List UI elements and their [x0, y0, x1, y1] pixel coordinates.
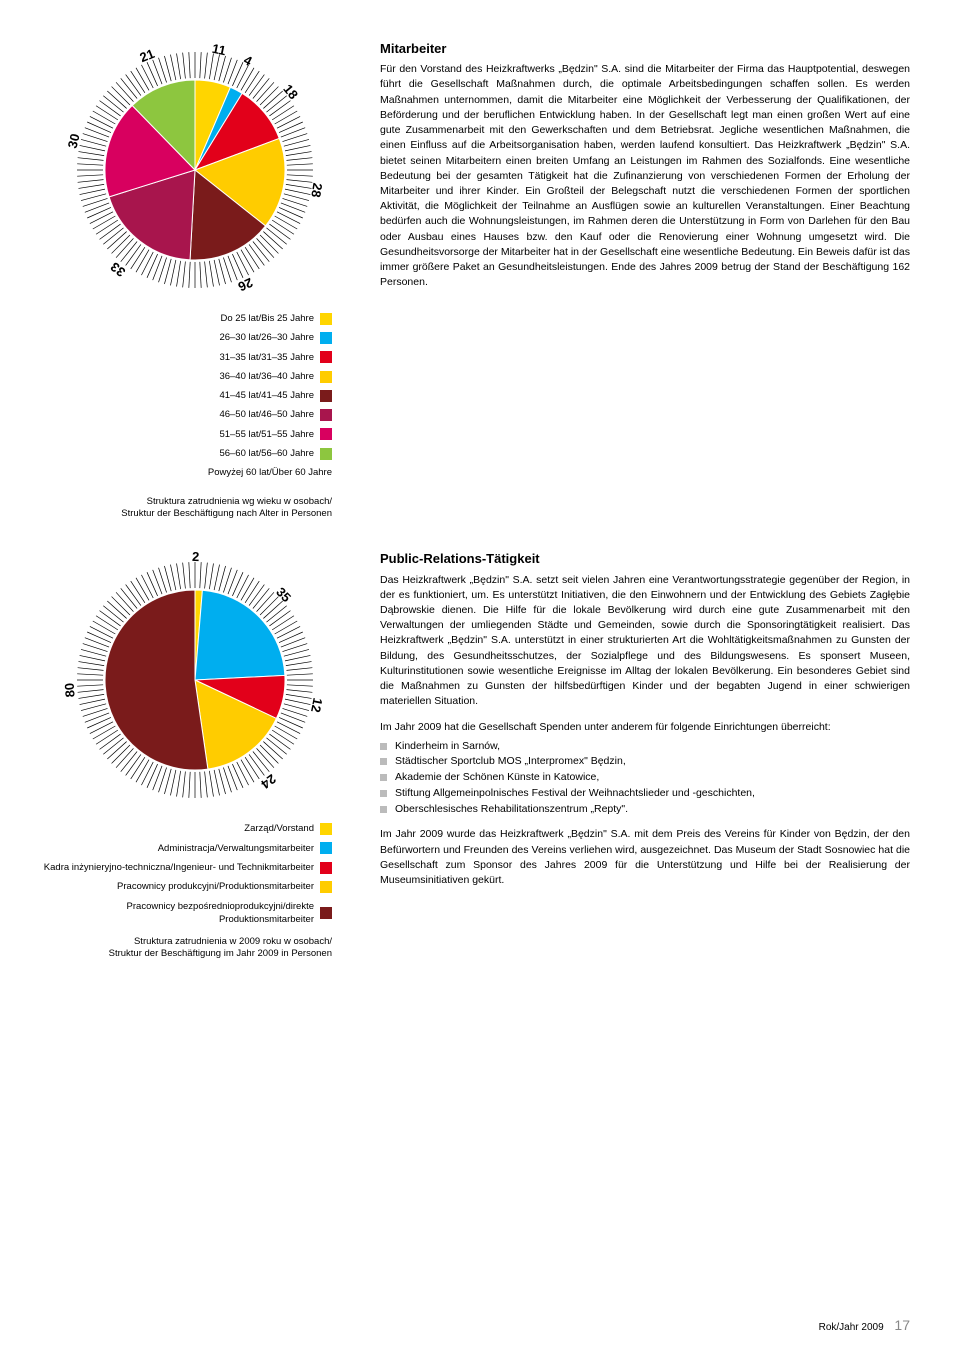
- role-pie-chart: 235122480: [65, 550, 325, 810]
- legend-item: 46–50 lat/46–50 Jahre: [40, 408, 332, 421]
- bullet-icon: [380, 758, 387, 765]
- pie-slice-value: 80: [61, 682, 80, 698]
- page-number: 17: [894, 1317, 910, 1333]
- role-chart-legend: Zarząd/Vorstand Administracja/Verwaltungs…: [40, 822, 350, 926]
- donation-item: Oberschlesisches Rehabilitationszentrum …: [380, 802, 910, 818]
- bullet-icon: [380, 774, 387, 781]
- legend-label: Pracownicy bezpośrednioprodukcyjni/direk…: [40, 900, 314, 927]
- donation-text: Oberschlesisches Rehabilitationszentrum …: [395, 802, 628, 818]
- footer-year: Rok/Jahr 2009: [819, 1322, 884, 1333]
- legend-swatch: [320, 881, 332, 893]
- mitarbeiter-heading: Mitarbeiter: [380, 40, 910, 58]
- legend-label: 26–30 lat/26–30 Jahre: [219, 331, 314, 344]
- age-chart-caption: Struktura zatrudnienia wg wieku w osobac…: [40, 496, 350, 521]
- legend-swatch: [320, 823, 332, 835]
- legend-item: 26–30 lat/26–30 Jahre: [40, 331, 332, 344]
- legend-item: Pracownicy produkcyjni/Produktionsmitarb…: [40, 880, 332, 893]
- role-chart-caption: Struktura zatrudnienia w 2009 roku w oso…: [40, 936, 350, 961]
- legend-item: Powyżej 60 lat/Über 60 Jahre: [40, 466, 332, 479]
- legend-label: Kadra inżynieryjno-techniczna/Ingenieur-…: [44, 861, 314, 874]
- mitarbeiter-body: Für den Vorstand des Heizkraftwerks „Będ…: [380, 62, 910, 290]
- donation-item: Akademie der Schönen Künste in Katowice,: [380, 770, 910, 786]
- legend-swatch: [320, 862, 332, 874]
- donation-item: Kinderheim in Sarnów,: [380, 739, 910, 755]
- legend-swatch: [320, 313, 332, 325]
- legend-item: Administracja/Verwaltungsmitarbeiter: [40, 842, 332, 855]
- legend-item: Pracownicy bezpośrednioprodukcyjni/direk…: [40, 900, 332, 927]
- pie-slice-value: 28: [307, 182, 327, 199]
- legend-label: 31–35 lat/31–35 Jahre: [219, 351, 314, 364]
- donation-text: Stiftung Allgemeinpolnisches Festival de…: [395, 786, 755, 802]
- legend-label: Zarząd/Vorstand: [244, 822, 314, 835]
- donations-list: Kinderheim in Sarnów,Städtischer Sportcl…: [380, 739, 910, 818]
- legend-label: Do 25 lat/Bis 25 Jahre: [221, 312, 314, 325]
- legend-item: Kadra inżynieryjno-techniczna/Ingenieur-…: [40, 861, 332, 874]
- legend-label: 46–50 lat/46–50 Jahre: [219, 408, 314, 421]
- donation-text: Akademie der Schönen Künste in Katowice,: [395, 770, 599, 786]
- legend-swatch: [320, 371, 332, 383]
- bullet-icon: [380, 743, 387, 750]
- legend-item: 56–60 lat/56–60 Jahre: [40, 447, 332, 460]
- donation-text: Kinderheim in Sarnów,: [395, 739, 500, 755]
- donations-intro: Im Jahr 2009 hat die Gesellschaft Spende…: [380, 720, 910, 735]
- legend-swatch: [320, 907, 332, 919]
- legend-swatch: [320, 428, 332, 440]
- legend-item: Zarząd/Vorstand: [40, 822, 332, 835]
- legend-item: Do 25 lat/Bis 25 Jahre: [40, 312, 332, 325]
- legend-swatch: [320, 351, 332, 363]
- bullet-icon: [380, 790, 387, 797]
- legend-item: 41–45 lat/41–45 Jahre: [40, 389, 332, 402]
- age-chart-legend: Do 25 lat/Bis 25 Jahre 26–30 lat/26–30 Ja…: [40, 312, 350, 480]
- legend-swatch: [320, 332, 332, 344]
- legend-item: 31–35 lat/31–35 Jahre: [40, 351, 332, 364]
- age-pie-chart: 114182826333021: [65, 40, 325, 300]
- legend-label: 41–45 lat/41–45 Jahre: [219, 389, 314, 402]
- pr-body: Das Heizkraftwerk „Będzin" S.A. setzt se…: [380, 573, 910, 710]
- legend-swatch: [320, 409, 332, 421]
- legend-swatch: [320, 390, 332, 402]
- legend-label: Powyżej 60 lat/Über 60 Jahre: [208, 466, 332, 479]
- legend-swatch: [320, 448, 332, 460]
- donation-item: Städtischer Sportclub MOS „Interpromex" …: [380, 754, 910, 770]
- pr-heading: Public-Relations-Tätigkeit: [380, 550, 910, 568]
- legend-label: 51–55 lat/51–55 Jahre: [219, 428, 314, 441]
- legend-label: 36–40 lat/36–40 Jahre: [219, 370, 314, 383]
- legend-swatch: [320, 842, 332, 854]
- legend-label: 56–60 lat/56–60 Jahre: [219, 447, 314, 460]
- legend-item: 51–55 lat/51–55 Jahre: [40, 428, 332, 441]
- bullet-icon: [380, 806, 387, 813]
- legend-label: Pracownicy produkcyjni/Produktionsmitarb…: [117, 880, 314, 893]
- legend-item: 36–40 lat/36–40 Jahre: [40, 370, 332, 383]
- pie-slice-value: 2: [192, 548, 200, 566]
- donation-item: Stiftung Allgemeinpolnisches Festival de…: [380, 786, 910, 802]
- donation-text: Städtischer Sportclub MOS „Interpromex" …: [395, 754, 626, 770]
- legend-label: Administracja/Verwaltungsmitarbeiter: [158, 842, 314, 855]
- pr-closing: Im Jahr 2009 wurde das Heizkraftwerk „Bę…: [380, 827, 910, 888]
- footer: Rok/Jahr 2009 17: [819, 1316, 910, 1336]
